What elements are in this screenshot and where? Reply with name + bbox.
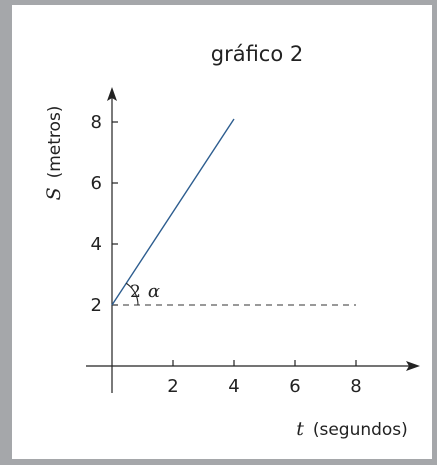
y-axis-arrow-icon [107,87,117,101]
axes [86,87,420,393]
x-tick-label: 4 [228,376,239,397]
y-tick-label: 4 [91,234,102,255]
x-axis-unit: (segundos) [313,420,408,440]
tick-group: 2 4 6 8 2 4 6 8 [91,112,362,397]
x-tick-label: 8 [350,376,361,397]
series-group [111,118,356,306]
angle-label: 2 α [130,281,160,302]
x-tick-label: 6 [289,376,300,397]
x-axis-arrow-icon [406,361,420,371]
y-axis-unit: (metros) [45,106,65,179]
y-axis-label: S (metros) [43,106,65,201]
x-axis-label: t (segundos) [296,418,408,440]
y-tick-label: 6 [91,173,102,194]
x-tick-label: 2 [167,376,178,397]
angle-arc [125,282,139,306]
chart: gráfico 2 2 4 6 8 2 4 6 8 S (metros) t (segundo… [43,42,420,440]
angle-coefficient: 2 [130,282,141,302]
chart-title: gráfico 2 [211,42,304,66]
y-axis-variable: S [43,187,65,200]
angle-symbol: α [148,281,160,302]
series-line [111,118,235,306]
x-axis-variable: t [296,418,304,440]
y-tick-label: 2 [91,295,102,316]
y-tick-label: 8 [91,112,102,133]
